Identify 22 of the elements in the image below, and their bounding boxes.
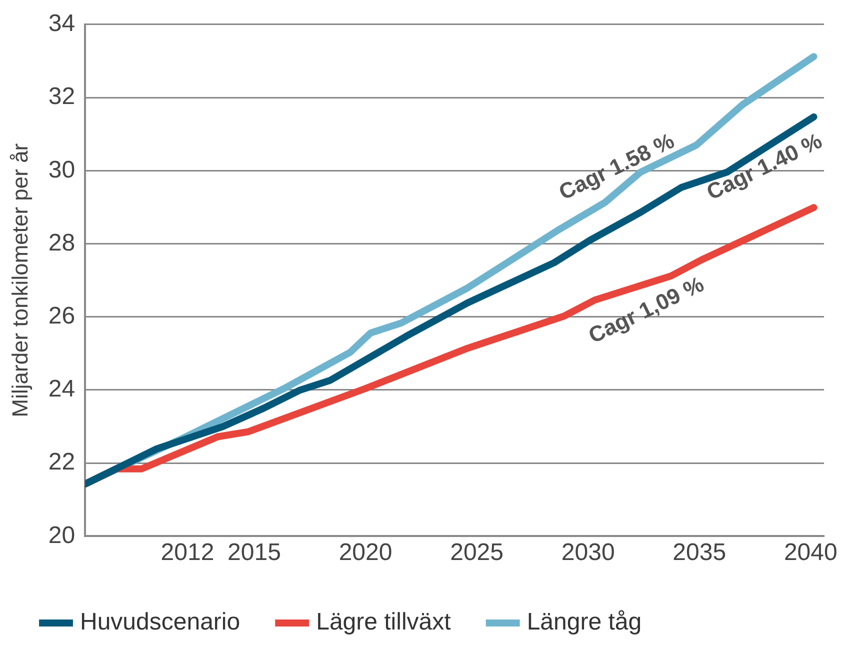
x-tick-label: 2025 (450, 539, 504, 566)
y-axis-title: Miljarder tonkilometer per år (7, 143, 32, 418)
y-tick-label: 20 (48, 522, 76, 549)
y-tick-label: 32 (48, 83, 76, 110)
legend-label: Lägre tillväxt (316, 608, 452, 636)
annotation: Cagr 1.58 % (554, 128, 678, 205)
y-tick-label: 28 (48, 229, 76, 256)
x-tick-label: 2012 (160, 539, 214, 566)
x-tick-label: 2040 (784, 539, 838, 566)
x-tick-label: 2030 (561, 539, 615, 566)
legend-label: Längre tåg (526, 608, 642, 636)
x-tick-label: 2035 (672, 539, 726, 566)
y-tick-label: 26 (48, 302, 76, 330)
x-tick-label: 2020 (338, 539, 392, 566)
y-tick-label: 22 (48, 448, 76, 476)
x-tick-label: 2015 (228, 539, 281, 566)
y-tick-label: 34 (48, 10, 76, 38)
legend-label: Huvudscenario (80, 608, 240, 636)
annotation: Cagr 1.40 % (702, 128, 826, 205)
y-tick-label: 24 (48, 376, 76, 403)
y-tick-label: 30 (48, 156, 76, 184)
annotation: Cagr 1,09 % (584, 271, 708, 348)
